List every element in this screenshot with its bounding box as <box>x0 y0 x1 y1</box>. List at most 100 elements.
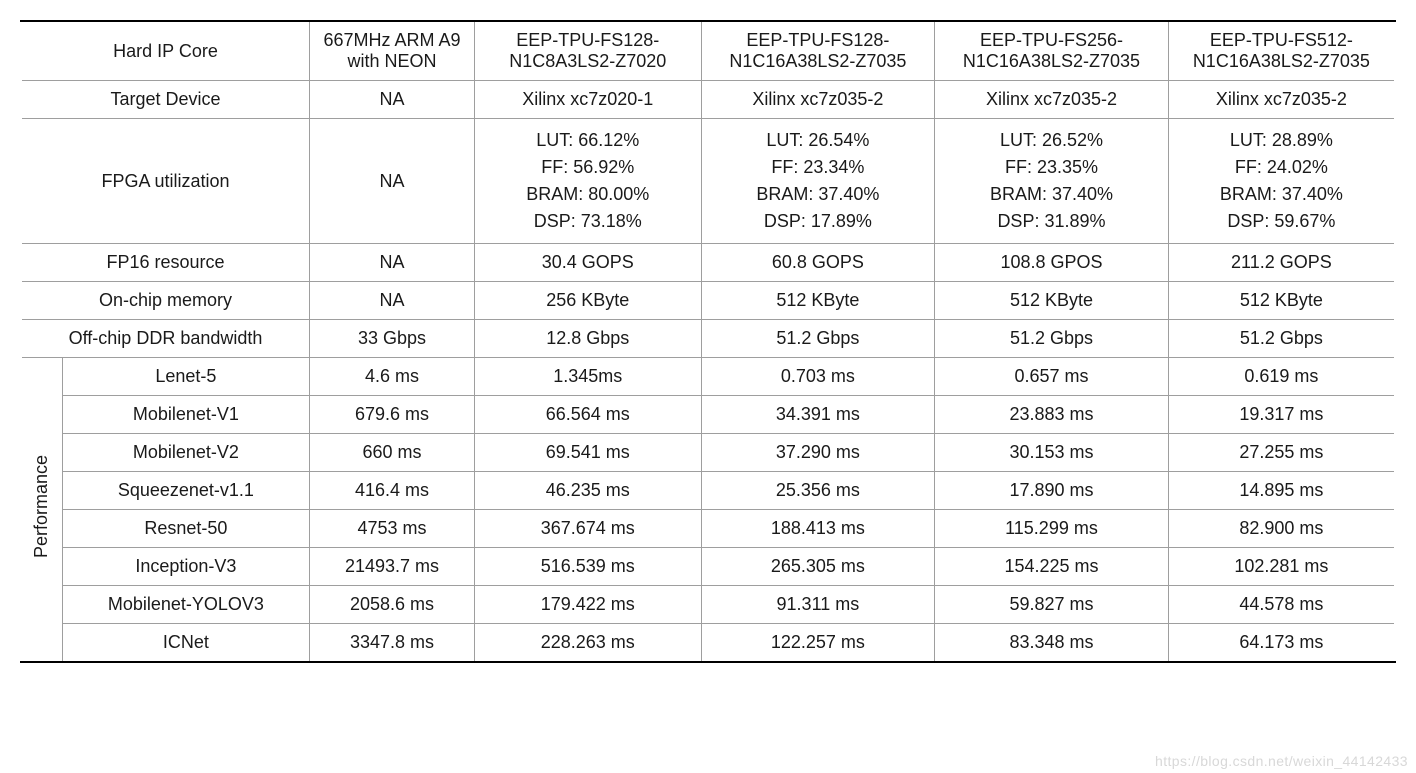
col-header-line1: 667MHz ARM A9 <box>323 30 460 50</box>
cell: 1.345ms <box>474 358 701 396</box>
cell: 265.305 ms <box>701 548 935 586</box>
comparison-table: Hard IP Core 667MHz ARM A9 with NEON EEP… <box>20 20 1396 663</box>
cell: 188.413 ms <box>701 510 935 548</box>
cell: 66.564 ms <box>474 396 701 434</box>
cell: 27.255 ms <box>1168 434 1395 472</box>
table-row: Target Device NA Xilinx xc7z020-1 Xilinx… <box>21 81 1395 119</box>
cell: Xilinx xc7z020-1 <box>474 81 701 119</box>
cell: 512 KByte <box>701 282 935 320</box>
util-line: FF: 24.02% <box>1235 157 1328 177</box>
row-label: Target Device <box>21 81 310 119</box>
col-header-line1: EEP-TPU-FS256- <box>980 30 1123 50</box>
util-line: FF: 23.34% <box>771 157 864 177</box>
table-row: Performance Lenet-5 4.6 ms 1.345ms 0.703… <box>21 358 1395 396</box>
cell: 17.890 ms <box>935 472 1169 510</box>
col-header-fs512: EEP-TPU-FS512- N1C16A38LS2-Z7035 <box>1168 21 1395 81</box>
cell: NA <box>310 81 475 119</box>
cell: 51.2 Gbps <box>701 320 935 358</box>
cell: 102.281 ms <box>1168 548 1395 586</box>
perf-name: Mobilenet-YOLOV3 <box>62 586 309 624</box>
util-line: LUT: 26.54% <box>766 130 869 150</box>
util-line: BRAM: 37.40% <box>756 184 879 204</box>
util-line: DSP: 59.67% <box>1227 211 1335 231</box>
cell: 660 ms <box>310 434 475 472</box>
cell: 516.539 ms <box>474 548 701 586</box>
table-row: ICNet 3347.8 ms 228.263 ms 122.257 ms 83… <box>21 624 1395 663</box>
cell: 512 KByte <box>935 282 1169 320</box>
cell: 122.257 ms <box>701 624 935 663</box>
cell: 0.657 ms <box>935 358 1169 396</box>
util-line: LUT: 26.52% <box>1000 130 1103 150</box>
cell: 82.900 ms <box>1168 510 1395 548</box>
cell: 91.311 ms <box>701 586 935 624</box>
table-row: Inception-V3 21493.7 ms 516.539 ms 265.3… <box>21 548 1395 586</box>
cell: LUT: 66.12% FF: 56.92% BRAM: 80.00% DSP:… <box>474 119 701 244</box>
watermark-text: https://blog.csdn.net/weixin_44142433 <box>1155 753 1408 769</box>
table-row: Mobilenet-V2 660 ms 69.541 ms 37.290 ms … <box>21 434 1395 472</box>
table-row: Squeezenet-v1.1 416.4 ms 46.235 ms 25.35… <box>21 472 1395 510</box>
table-row: Off-chip DDR bandwidth 33 Gbps 12.8 Gbps… <box>21 320 1395 358</box>
cell: 14.895 ms <box>1168 472 1395 510</box>
table-row: FPGA utilization NA LUT: 66.12% FF: 56.9… <box>21 119 1395 244</box>
cell: 4.6 ms <box>310 358 475 396</box>
col-header-hard-ip: Hard IP Core <box>21 21 310 81</box>
util-line: BRAM: 80.00% <box>526 184 649 204</box>
col-header-line2: N1C16A38LS2-Z7035 <box>1193 51 1370 71</box>
perf-name: Resnet-50 <box>62 510 309 548</box>
cell: 60.8 GOPS <box>701 244 935 282</box>
cell: 46.235 ms <box>474 472 701 510</box>
util-line: FF: 56.92% <box>541 157 634 177</box>
util-line: BRAM: 37.40% <box>990 184 1113 204</box>
util-line: LUT: 66.12% <box>536 130 639 150</box>
cell: 33 Gbps <box>310 320 475 358</box>
col-header-fs128b: EEP-TPU-FS128- N1C16A38LS2-Z7035 <box>701 21 935 81</box>
cell: 30.4 GOPS <box>474 244 701 282</box>
perf-name: Lenet-5 <box>62 358 309 396</box>
table-row: FP16 resource NA 30.4 GOPS 60.8 GOPS 108… <box>21 244 1395 282</box>
cell: 179.422 ms <box>474 586 701 624</box>
cell: 51.2 Gbps <box>1168 320 1395 358</box>
table-row: Mobilenet-YOLOV3 2058.6 ms 179.422 ms 91… <box>21 586 1395 624</box>
cell: 30.153 ms <box>935 434 1169 472</box>
row-label: FPGA utilization <box>21 119 310 244</box>
col-header-fs128a: EEP-TPU-FS128- N1C8A3LS2-Z7020 <box>474 21 701 81</box>
col-header-line1: EEP-TPU-FS128- <box>746 30 889 50</box>
util-line: FF: 23.35% <box>1005 157 1098 177</box>
cell: 37.290 ms <box>701 434 935 472</box>
cell: 2058.6 ms <box>310 586 475 624</box>
table-row: On-chip memory NA 256 KByte 512 KByte 51… <box>21 282 1395 320</box>
cell: 51.2 Gbps <box>935 320 1169 358</box>
cell: 23.883 ms <box>935 396 1169 434</box>
cell: 3347.8 ms <box>310 624 475 663</box>
cell: 679.6 ms <box>310 396 475 434</box>
cell: NA <box>310 244 475 282</box>
col-header-fs256: EEP-TPU-FS256- N1C16A38LS2-Z7035 <box>935 21 1169 81</box>
cell: 512 KByte <box>1168 282 1395 320</box>
cell: NA <box>310 282 475 320</box>
cell: Xilinx xc7z035-2 <box>701 81 935 119</box>
cell: LUT: 28.89% FF: 24.02% BRAM: 37.40% DSP:… <box>1168 119 1395 244</box>
table-row: Resnet-50 4753 ms 367.674 ms 188.413 ms … <box>21 510 1395 548</box>
cell: 25.356 ms <box>701 472 935 510</box>
util-line: DSP: 31.89% <box>997 211 1105 231</box>
perf-name: ICNet <box>62 624 309 663</box>
cell: 12.8 Gbps <box>474 320 701 358</box>
perf-name: Mobilenet-V2 <box>62 434 309 472</box>
cell: 64.173 ms <box>1168 624 1395 663</box>
col-header-line1: EEP-TPU-FS512- <box>1210 30 1353 50</box>
col-header-line2: N1C16A38LS2-Z7035 <box>963 51 1140 71</box>
cell: 256 KByte <box>474 282 701 320</box>
cell: NA <box>310 119 475 244</box>
cell: 416.4 ms <box>310 472 475 510</box>
row-label: On-chip memory <box>21 282 310 320</box>
performance-group-label: Performance <box>21 358 62 663</box>
cell: LUT: 26.54% FF: 23.34% BRAM: 37.40% DSP:… <box>701 119 935 244</box>
col-header-line1: EEP-TPU-FS128- <box>516 30 659 50</box>
performance-label: Performance <box>31 455 52 558</box>
cell: Xilinx xc7z035-2 <box>935 81 1169 119</box>
cell: 154.225 ms <box>935 548 1169 586</box>
util-line: BRAM: 37.40% <box>1220 184 1343 204</box>
cell: 21493.7 ms <box>310 548 475 586</box>
cell: 228.263 ms <box>474 624 701 663</box>
cell: 59.827 ms <box>935 586 1169 624</box>
